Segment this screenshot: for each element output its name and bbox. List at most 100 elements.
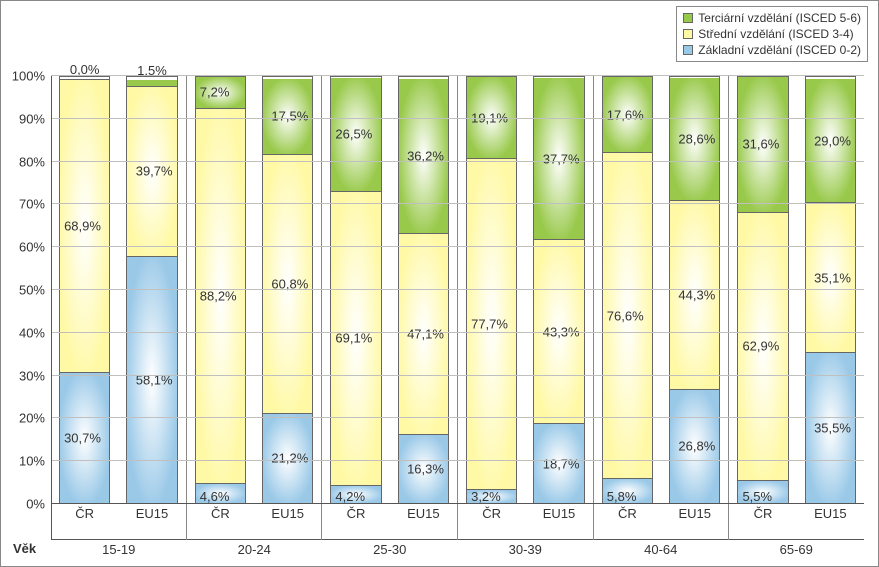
bar-slot: 35,5%35,1%29,0% <box>797 76 864 504</box>
region-label: ČR <box>594 504 661 540</box>
age-label: 20-24 <box>187 542 323 560</box>
region-label: ČR <box>51 504 118 540</box>
x-group: ČREU15 <box>594 504 730 540</box>
region-label: EU15 <box>525 504 592 540</box>
x-labels: ČREU15ČREU15ČREU15ČREU15ČREU15ČREU15 <box>51 504 864 540</box>
segment-label: 35,1% <box>814 270 851 285</box>
y-tick: 50% <box>19 283 45 298</box>
stacked-bar: 3,2%77,7%19,1% <box>466 76 517 504</box>
segment-basic: 30,7% <box>60 372 109 503</box>
bar-slot: 58,1%39,7%1,5% <box>118 76 185 504</box>
x-axis-title: Věk <box>13 541 36 556</box>
gridline <box>51 375 864 376</box>
segment-label: 47,1% <box>407 326 444 341</box>
region-label: ČR <box>322 504 389 540</box>
segment-label: 3,2% <box>471 489 501 504</box>
age-group: 3,2%77,7%19,1% 18,7%43,3%37,7% <box>458 76 594 504</box>
axis-line <box>51 76 52 540</box>
region-label: EU15 <box>797 504 864 540</box>
age-label: 15-19 <box>51 542 187 560</box>
plot-area: 30,7%68,9%0,0%58,1%39,7%1,5%4,6%88,2%7,2… <box>51 76 864 504</box>
legend-swatch-secondary <box>683 29 693 39</box>
gridline <box>51 75 864 76</box>
y-tick: 100% <box>12 69 45 84</box>
segment-label: 4,2% <box>335 489 365 504</box>
segment-tertiary: 17,5% <box>263 79 312 154</box>
segment-label: 68,9% <box>64 218 101 233</box>
legend-label-basic: Základní vzdělání (ISCED 0-2) <box>698 43 861 57</box>
y-tick: 0% <box>26 497 45 512</box>
segment-secondary: 68,9% <box>60 79 109 373</box>
age-group: 5,8%76,6%17,6%26,8%44,3%28,6% <box>594 76 730 504</box>
age-labels: 15-1920-2425-3030-3940-6465-69 <box>51 542 864 560</box>
legend-item-basic: Základní vzdělání (ISCED 0-2) <box>683 42 861 58</box>
segment-label: 69,1% <box>335 331 372 346</box>
segment-label: 31,6% <box>742 137 779 152</box>
x-group: ČREU15 <box>322 504 458 540</box>
y-tick: 90% <box>19 111 45 126</box>
segment-label: 5,5% <box>742 489 772 504</box>
segment-label: 76,6% <box>607 308 644 323</box>
stacked-bar: 4,2% 69,1% 26,5% <box>330 76 381 504</box>
x-group: ČREU15 <box>729 504 864 540</box>
gridline <box>51 161 864 162</box>
segment-basic: 18,7% <box>534 423 583 503</box>
segment-basic: 5,8% <box>603 478 652 503</box>
gridline <box>51 289 864 290</box>
segment-tertiary: 31,6% <box>738 77 787 212</box>
segment-label: 29,0% <box>814 133 851 148</box>
segment-label: 4,6% <box>200 489 230 504</box>
segment-tertiary: 7,2% <box>196 77 245 108</box>
segment-label: 88,2% <box>200 289 237 304</box>
segment-secondary: 69,1% <box>331 191 380 485</box>
y-tick: 60% <box>19 240 45 255</box>
legend-label-secondary: Střední vzdělání (ISCED 3-4) <box>698 27 853 41</box>
age-label: 65-69 <box>729 542 865 560</box>
segment-secondary: 39,7% <box>127 86 176 255</box>
segment-tertiary: 36,2% <box>399 79 448 233</box>
bar-slot: 4,6% 88,2% 7,2% <box>187 76 254 504</box>
bar-slot: 30,7%68,9%0,0% <box>51 76 118 504</box>
region-label: ČR <box>187 504 254 540</box>
segment-label: 39,7% <box>136 164 173 179</box>
stacked-bar: 4,6% 88,2% 7,2% <box>195 76 246 504</box>
bar-groups: 30,7%68,9%0,0%58,1%39,7%1,5%4,6%88,2%7,2… <box>51 76 864 504</box>
age-group: 4,6%88,2%7,2%21,2%60,8%17,5% <box>187 76 323 504</box>
legend: Terciární vzdělání (ISCED 5-6) Střední v… <box>676 6 868 62</box>
segment-secondary: 88,2% <box>196 108 245 484</box>
legend-item-tertiary: Terciární vzdělání (ISCED 5-6) <box>683 10 861 26</box>
segment-secondary: 47,1% <box>399 233 448 434</box>
segment-label: 21,2% <box>271 451 308 466</box>
age-group: 4,2% 69,1% 26,5% 16,3% 47,1% 36,2% <box>322 76 458 504</box>
region-label: EU15 <box>390 504 457 540</box>
y-tick: 40% <box>19 325 45 340</box>
gridline <box>51 332 864 333</box>
stacked-bar: 18,7%43,3%37,7% <box>533 76 584 504</box>
segment-secondary: 62,9% <box>738 212 787 480</box>
segment-tertiary: 37,7% <box>534 78 583 239</box>
segment-label: 62,9% <box>742 339 779 354</box>
y-tick: 20% <box>19 411 45 426</box>
segment-label: 7,2% <box>200 85 230 100</box>
segment-secondary: 44,3% <box>670 200 719 389</box>
region-label: ČR <box>458 504 525 540</box>
segment-label: 28,6% <box>678 132 715 147</box>
stacked-bar: 30,7%68,9%0,0% <box>59 76 110 504</box>
age-group: 5,5%62,9%31,6%35,5%35,1%29,0% <box>729 76 864 504</box>
y-tick: 70% <box>19 197 45 212</box>
segment-label: 26,5% <box>335 127 372 142</box>
segment-label: 18,7% <box>543 456 580 471</box>
region-label: ČR <box>729 504 796 540</box>
age-label: 40-64 <box>593 542 729 560</box>
segment-basic: 4,6% <box>196 483 245 503</box>
gridline <box>51 118 864 119</box>
age-label: 30-39 <box>458 542 594 560</box>
bar-slot: 5,8% 76,6% 17,6% <box>594 76 661 504</box>
segment-label: 5,8% <box>607 489 637 504</box>
stacked-bar: 26,8%44,3%28,6% <box>669 76 720 504</box>
segment-tertiary: 17,6% <box>603 77 652 152</box>
legend-swatch-basic <box>683 45 693 55</box>
y-axis: 0%10%20%30%40%50%60%70%80%90%100% <box>1 76 51 504</box>
region-label: EU15 <box>254 504 321 540</box>
segment-label: 16,3% <box>407 461 444 476</box>
